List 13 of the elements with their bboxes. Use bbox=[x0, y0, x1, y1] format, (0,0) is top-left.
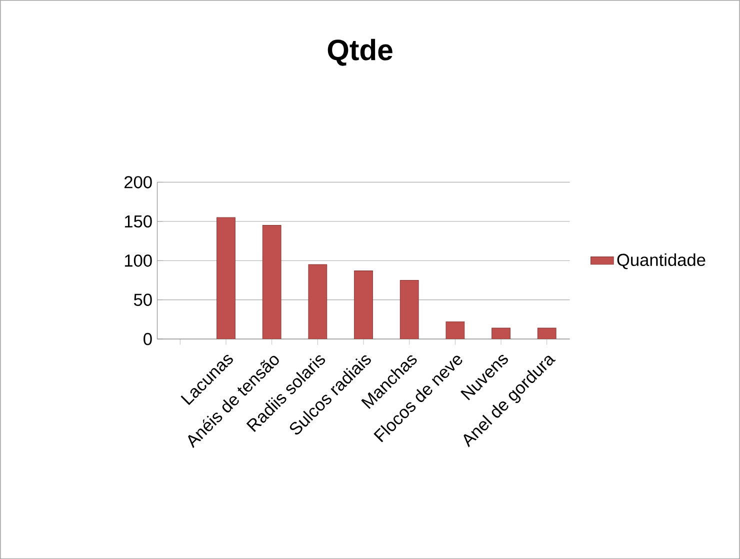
bar bbox=[400, 280, 419, 339]
y-tick-label: 50 bbox=[134, 294, 152, 306]
bar bbox=[446, 321, 465, 339]
bar bbox=[308, 264, 328, 339]
bar bbox=[216, 217, 236, 339]
bar bbox=[354, 270, 373, 339]
y-tick-label: 100 bbox=[124, 254, 152, 267]
y-tick-label: 150 bbox=[124, 215, 152, 228]
y-tick-label: 0 bbox=[144, 332, 152, 346]
legend-label: Quantidade bbox=[617, 253, 706, 270]
chart-title: Qtde bbox=[328, 38, 392, 66]
bar bbox=[262, 224, 282, 339]
y-tick-label: 200 bbox=[124, 176, 152, 188]
